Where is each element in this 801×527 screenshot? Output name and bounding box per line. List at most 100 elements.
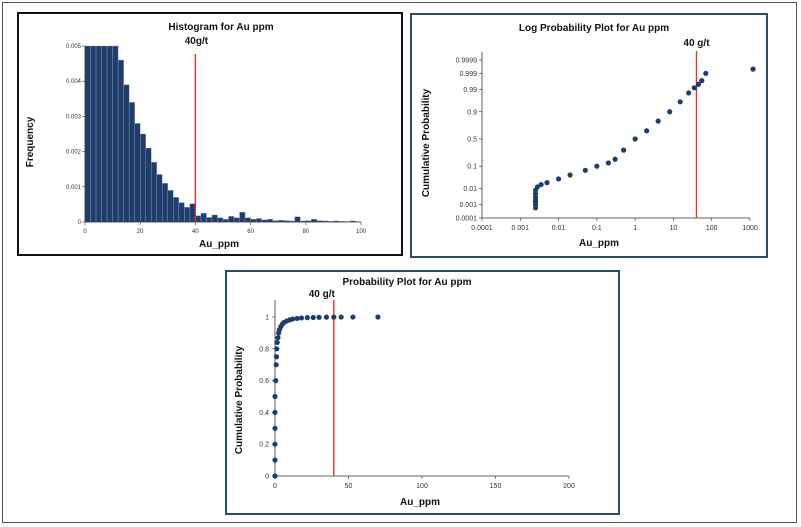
histogram-bar — [311, 218, 318, 223]
probability-point — [310, 314, 316, 321]
histogram-bar — [162, 183, 168, 223]
probability-point — [275, 335, 281, 341]
histogram-reference-label: 40g/t — [185, 36, 209, 47]
histogram-bar — [200, 212, 207, 223]
log-probability-y-tick-label: 0.5 — [467, 137, 477, 144]
histogram-bar — [90, 45, 97, 223]
probability-point — [273, 378, 279, 384]
probability-point — [304, 315, 310, 321]
probability-point — [272, 441, 278, 447]
log-probability-x-tick-label: 0.0001 — [471, 225, 493, 232]
probability-x-axis-label: Au_ppm — [400, 497, 440, 508]
log-probability-point — [567, 172, 573, 178]
probability-x-tick-label: 100 — [416, 483, 428, 490]
histogram-bar — [112, 45, 119, 223]
log-probability-point — [582, 167, 588, 173]
probability-point — [272, 457, 278, 463]
histogram-bar — [217, 217, 224, 223]
histogram-y-tick-label: 0.001 — [66, 185, 82, 191]
histogram-bar — [123, 84, 130, 223]
histogram-bar — [167, 190, 174, 223]
log-probability-y-tick-label: 0.1 — [467, 164, 477, 171]
histogram-bar — [106, 45, 113, 223]
histogram-x-tick-label: 60 — [247, 229, 254, 235]
probability-y-tick-label: 0.6 — [259, 378, 269, 385]
probability-y-tick-label: 0 — [265, 474, 269, 481]
histogram-bar — [173, 197, 180, 223]
probability-x-tick-label: 0 — [273, 483, 277, 490]
probability-panel: Probability Plot for Au ppm Au_ppm Cumul… — [225, 270, 620, 515]
log-probability-point — [532, 194, 539, 200]
log-probability-y-tick-label: 0.01 — [463, 186, 477, 193]
probability-x-tick-label: 200 — [563, 483, 575, 490]
histogram-y-axis-label: Frequency — [25, 116, 36, 167]
histogram-x-tick-label: 20 — [137, 229, 144, 235]
histogram-y-tick-label: 0.004 — [66, 79, 82, 85]
log-probability-point — [695, 81, 702, 87]
log-probability-y-tick-label: 0.001 — [459, 202, 477, 209]
histogram-title: Histogram for Au ppm — [168, 22, 273, 33]
log-probability-x-tick-label: 1 — [633, 225, 637, 232]
histogram-bar — [139, 133, 146, 223]
histogram-bar — [244, 217, 251, 223]
histogram-x-tick-label: 100 — [356, 229, 367, 235]
histogram-y-tick-label: 0 — [78, 220, 82, 226]
probability-y-tick-label: 0.2 — [259, 442, 269, 449]
log-probability-point — [555, 176, 562, 182]
histogram-bar — [84, 45, 91, 223]
histogram-bar — [184, 207, 191, 223]
log-probability-point — [544, 180, 550, 186]
probability-y-tick-label: 0.8 — [259, 346, 269, 353]
probability-point — [350, 314, 356, 320]
probability-chart: Probability Plot for Au ppm Au_ppm Cumul… — [234, 277, 575, 508]
probability-point — [323, 314, 330, 320]
histogram-y-tick-label: 0.003 — [66, 114, 82, 120]
probability-point — [375, 314, 381, 320]
histogram-bar — [178, 202, 185, 223]
histogram-bar — [134, 123, 141, 223]
histogram-bar — [128, 102, 135, 223]
probability-title: Probability Plot for Au ppm — [342, 277, 471, 288]
probability-point — [272, 409, 278, 415]
probability-y-tick-label: 0.4 — [259, 410, 269, 417]
histogram-bar — [206, 217, 213, 223]
histogram-chart: Histogram for Au ppm Au_ppm Frequency 0 2… — [25, 22, 367, 250]
log-probability-point — [594, 163, 600, 169]
histogram-bar — [101, 45, 108, 223]
probability-point — [298, 315, 305, 321]
probability-x-tick-label: 50 — [345, 483, 353, 490]
probability-point — [272, 473, 278, 479]
log-probability-y-tick-label: 0.9 — [467, 109, 477, 116]
histogram-x-tick-label: 40 — [192, 229, 199, 235]
histogram-x-tick-label: 80 — [302, 229, 309, 235]
probability-point — [272, 425, 278, 431]
histogram-y-tick-label: 0.005 — [66, 44, 82, 50]
log-probability-y-axis-label: Cumulative Probability — [421, 88, 432, 197]
log-probability-point — [632, 136, 638, 142]
histogram-x-tick-label: 0 — [83, 229, 87, 235]
histogram-bar — [266, 218, 273, 223]
log-probability-x-tick-label: 100 — [706, 225, 718, 232]
log-probability-point — [703, 70, 709, 76]
probability-point — [338, 314, 344, 320]
histogram-bar — [222, 218, 229, 223]
histogram-y-tick-label: 0.002 — [66, 150, 82, 156]
histogram-bar — [250, 218, 257, 223]
log-probability-reference-label: 40 g/t — [683, 38, 710, 49]
histogram-bar — [156, 174, 163, 223]
histogram-x-axis-label: Au_ppm — [199, 239, 239, 250]
probability-point — [274, 346, 280, 352]
log-probability-point — [538, 181, 544, 188]
histogram-bar — [228, 216, 235, 223]
histogram-bar — [151, 161, 157, 223]
probability-point — [273, 354, 280, 360]
log-probability-x-tick-label: 10 — [670, 225, 678, 232]
log-probability-title: Log Probability Plot for Au ppm — [519, 23, 669, 34]
log-probability-point — [605, 160, 611, 166]
histogram-bar — [189, 203, 196, 223]
histogram-bar — [294, 216, 301, 223]
probability-x-tick-label: 150 — [490, 483, 502, 490]
log-probability-x-tick-label: 0.001 — [512, 225, 530, 232]
probability-reference-label: 40 g/t — [309, 289, 336, 300]
log-probability-point — [621, 147, 627, 153]
